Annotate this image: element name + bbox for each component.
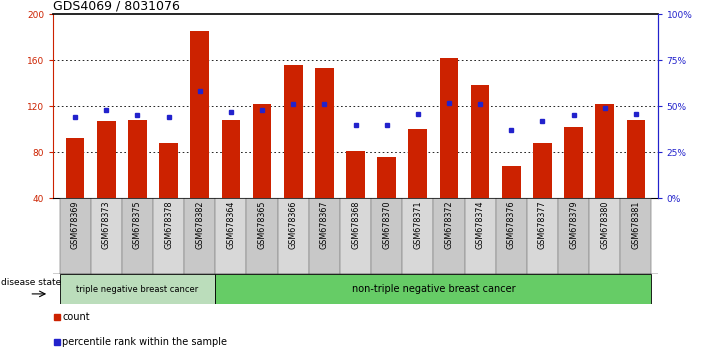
Bar: [97, 121, 116, 244]
Bar: [252, 104, 272, 244]
Text: GSM678370: GSM678370: [382, 200, 391, 249]
Text: GSM678378: GSM678378: [164, 200, 173, 249]
Bar: [434, 198, 464, 274]
Text: GSM678382: GSM678382: [196, 200, 204, 249]
Text: non-triple negative breast cancer: non-triple negative breast cancer: [351, 284, 515, 295]
Text: GSM678374: GSM678374: [476, 200, 485, 249]
Bar: [620, 198, 651, 274]
Bar: [60, 274, 215, 304]
Bar: [626, 120, 645, 244]
Text: GSM678368: GSM678368: [351, 200, 360, 249]
Bar: [527, 198, 558, 274]
Bar: [66, 138, 85, 244]
Text: count: count: [63, 312, 90, 322]
Text: GSM678377: GSM678377: [538, 200, 547, 249]
Text: GSM678367: GSM678367: [320, 200, 329, 249]
Text: GSM678371: GSM678371: [413, 200, 422, 249]
Text: triple negative breast cancer: triple negative breast cancer: [76, 285, 198, 294]
Bar: [60, 198, 91, 274]
Text: GDS4069 / 8031076: GDS4069 / 8031076: [53, 0, 180, 13]
Bar: [309, 198, 340, 274]
Bar: [439, 58, 459, 244]
Bar: [496, 198, 527, 274]
Bar: [222, 120, 240, 244]
Bar: [340, 198, 371, 274]
Bar: [247, 198, 277, 274]
Bar: [371, 198, 402, 274]
Bar: [533, 143, 552, 244]
Bar: [184, 198, 215, 274]
Bar: [471, 86, 489, 244]
Bar: [402, 198, 434, 274]
Bar: [159, 143, 178, 244]
Text: GSM678366: GSM678366: [289, 200, 298, 249]
Bar: [215, 198, 247, 274]
Bar: [122, 198, 153, 274]
Text: GSM678376: GSM678376: [507, 200, 515, 249]
Text: GSM678380: GSM678380: [600, 200, 609, 249]
Text: GSM678381: GSM678381: [631, 200, 641, 249]
Bar: [91, 198, 122, 274]
Bar: [284, 65, 303, 244]
Bar: [502, 166, 520, 244]
Bar: [464, 198, 496, 274]
Text: GSM678365: GSM678365: [257, 200, 267, 249]
Text: GSM678369: GSM678369: [70, 200, 80, 249]
Text: GSM678373: GSM678373: [102, 200, 111, 249]
Text: disease state: disease state: [1, 278, 61, 287]
Bar: [153, 198, 184, 274]
Bar: [191, 32, 209, 244]
Text: GSM678372: GSM678372: [444, 200, 454, 249]
Text: GSM678364: GSM678364: [226, 200, 235, 249]
Bar: [595, 104, 614, 244]
Text: GSM678375: GSM678375: [133, 200, 142, 249]
Bar: [346, 151, 365, 244]
Bar: [215, 274, 651, 304]
Bar: [408, 129, 427, 244]
Text: GSM678379: GSM678379: [569, 200, 578, 249]
Text: percentile rank within the sample: percentile rank within the sample: [63, 337, 228, 347]
Bar: [128, 120, 146, 244]
Bar: [565, 127, 583, 244]
Bar: [315, 68, 333, 244]
Bar: [277, 198, 309, 274]
Bar: [558, 198, 589, 274]
Bar: [378, 157, 396, 244]
Bar: [589, 198, 620, 274]
